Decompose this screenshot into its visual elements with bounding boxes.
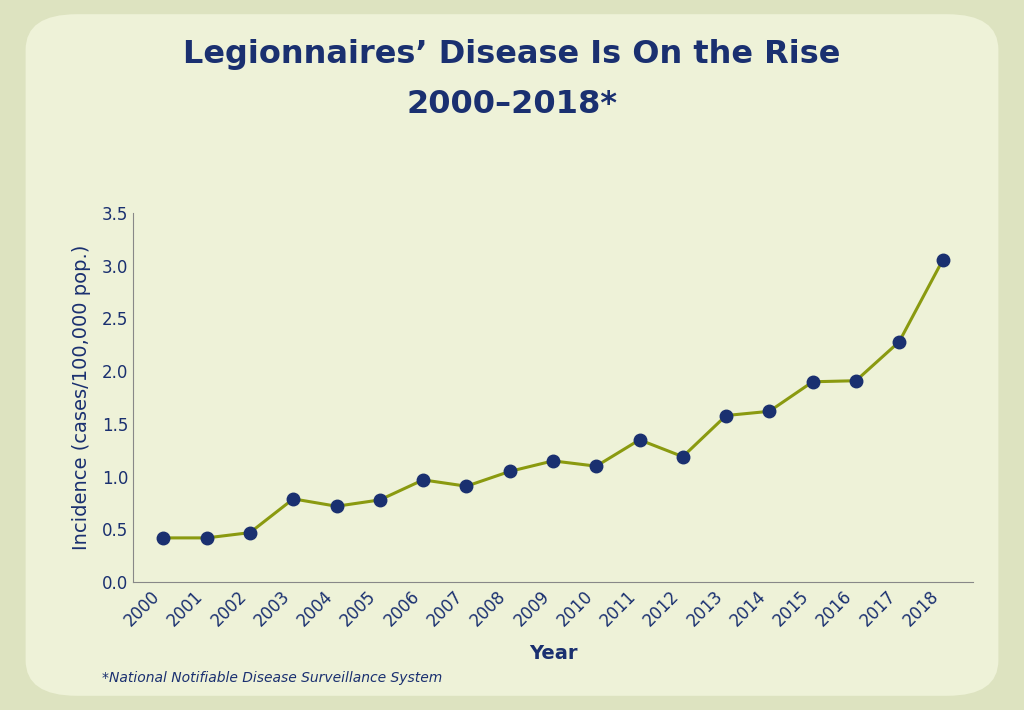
Text: 2000–2018*: 2000–2018* <box>407 89 617 120</box>
X-axis label: Year: Year <box>528 644 578 662</box>
Text: *National Notifiable Disease Surveillance System: *National Notifiable Disease Surveillanc… <box>102 671 442 685</box>
Text: Legionnaires’ Disease Is On the Rise: Legionnaires’ Disease Is On the Rise <box>183 39 841 70</box>
Y-axis label: Incidence (cases/100,000 pop.): Incidence (cases/100,000 pop.) <box>72 245 91 550</box>
